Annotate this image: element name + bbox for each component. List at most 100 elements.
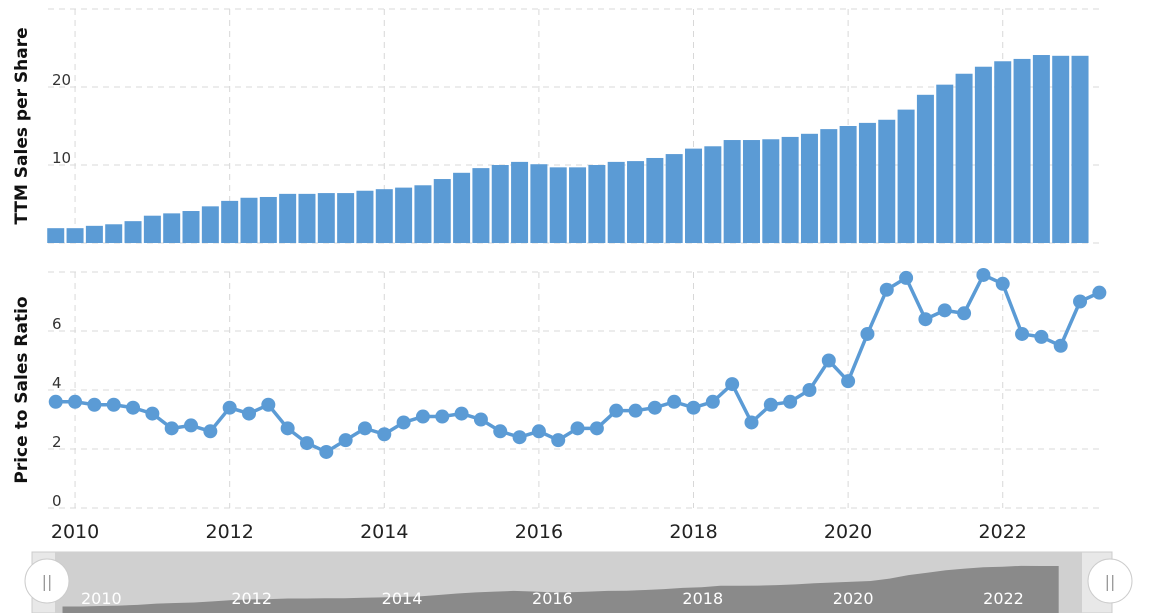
bar bbox=[143, 215, 161, 243]
bar bbox=[955, 73, 973, 244]
point bbox=[473, 412, 488, 427]
point bbox=[686, 400, 701, 415]
x-tick-label: 2022 bbox=[979, 521, 1027, 543]
point bbox=[918, 312, 933, 327]
point bbox=[667, 394, 682, 409]
y-tick-label: 4 bbox=[52, 374, 62, 392]
x-tick-label: 2010 bbox=[51, 521, 99, 543]
bar bbox=[588, 165, 606, 243]
bar bbox=[472, 168, 490, 243]
bar bbox=[511, 161, 529, 243]
y-axis-label: TTM Sales per Share bbox=[12, 27, 32, 224]
bar bbox=[646, 157, 664, 243]
bar bbox=[491, 165, 509, 243]
bar bbox=[1071, 55, 1089, 243]
bar bbox=[974, 66, 992, 243]
point bbox=[705, 394, 720, 409]
bar bbox=[85, 225, 103, 243]
navigator-area bbox=[62, 565, 1059, 613]
handle-grip: || bbox=[42, 572, 53, 591]
bar bbox=[66, 228, 84, 243]
navigator-label: 2014 bbox=[382, 589, 423, 608]
point bbox=[377, 427, 392, 442]
point bbox=[280, 421, 295, 436]
point bbox=[628, 403, 643, 418]
point bbox=[261, 397, 276, 412]
point bbox=[879, 282, 894, 297]
bar bbox=[916, 94, 934, 243]
point bbox=[493, 424, 508, 439]
bar bbox=[47, 228, 65, 243]
point bbox=[299, 436, 314, 451]
bar bbox=[1052, 55, 1070, 243]
point bbox=[976, 267, 991, 282]
bar bbox=[762, 139, 780, 243]
bar bbox=[1013, 58, 1031, 243]
navigator-label: 2010 bbox=[81, 589, 122, 608]
navigator-label: 2012 bbox=[231, 589, 272, 608]
point bbox=[1015, 326, 1030, 341]
bar bbox=[936, 84, 954, 243]
bar bbox=[201, 206, 219, 243]
point bbox=[957, 306, 972, 321]
x-tick-label: 2012 bbox=[205, 521, 253, 543]
bar bbox=[858, 122, 876, 243]
bar bbox=[549, 167, 567, 243]
bar bbox=[124, 221, 142, 243]
navigator-handle-left[interactable] bbox=[24, 558, 70, 604]
point bbox=[184, 418, 199, 433]
bar bbox=[433, 179, 451, 243]
bar bbox=[781, 136, 799, 243]
bar bbox=[665, 154, 683, 243]
bar bbox=[1032, 55, 1050, 243]
bar bbox=[105, 224, 123, 243]
point bbox=[415, 409, 430, 424]
bar bbox=[530, 164, 548, 243]
bar bbox=[627, 161, 645, 243]
bar bbox=[704, 146, 722, 243]
bar bbox=[742, 140, 760, 243]
point bbox=[222, 400, 237, 415]
x-tick-label: 2020 bbox=[824, 521, 872, 543]
bar bbox=[163, 213, 181, 243]
point bbox=[338, 433, 353, 448]
navigator-label: 2020 bbox=[833, 589, 874, 608]
y-tick-label: 10 bbox=[52, 149, 71, 167]
x-tick-label: 2016 bbox=[515, 521, 563, 543]
point bbox=[454, 406, 469, 421]
point bbox=[551, 433, 566, 448]
point bbox=[48, 394, 63, 409]
y-axis-label: Price to Sales Ratio bbox=[12, 296, 32, 483]
point bbox=[647, 400, 662, 415]
point bbox=[725, 377, 740, 392]
bar bbox=[994, 61, 1012, 244]
bar bbox=[298, 193, 316, 243]
point bbox=[937, 303, 952, 318]
point bbox=[435, 409, 450, 424]
point bbox=[68, 394, 83, 409]
bar bbox=[221, 200, 239, 243]
point bbox=[899, 270, 914, 285]
bar bbox=[685, 148, 703, 243]
y-tick-label: 0 bbox=[52, 492, 62, 510]
navigator-handle-right[interactable] bbox=[1087, 558, 1133, 604]
bar bbox=[317, 193, 335, 243]
y-tick-label: 6 bbox=[52, 315, 62, 333]
navigator-label: 2022 bbox=[983, 589, 1024, 608]
point bbox=[126, 400, 141, 415]
bar bbox=[569, 167, 587, 243]
point bbox=[589, 421, 604, 436]
point bbox=[860, 326, 875, 341]
point bbox=[87, 397, 102, 412]
y-tick-label: 20 bbox=[52, 71, 71, 89]
bar bbox=[259, 196, 277, 243]
handle-grip: || bbox=[1105, 572, 1116, 591]
bar bbox=[182, 211, 200, 243]
bar bbox=[897, 109, 915, 244]
point bbox=[763, 397, 778, 412]
bar bbox=[839, 126, 857, 243]
point bbox=[1092, 285, 1107, 300]
point bbox=[145, 406, 160, 421]
point bbox=[203, 424, 218, 439]
